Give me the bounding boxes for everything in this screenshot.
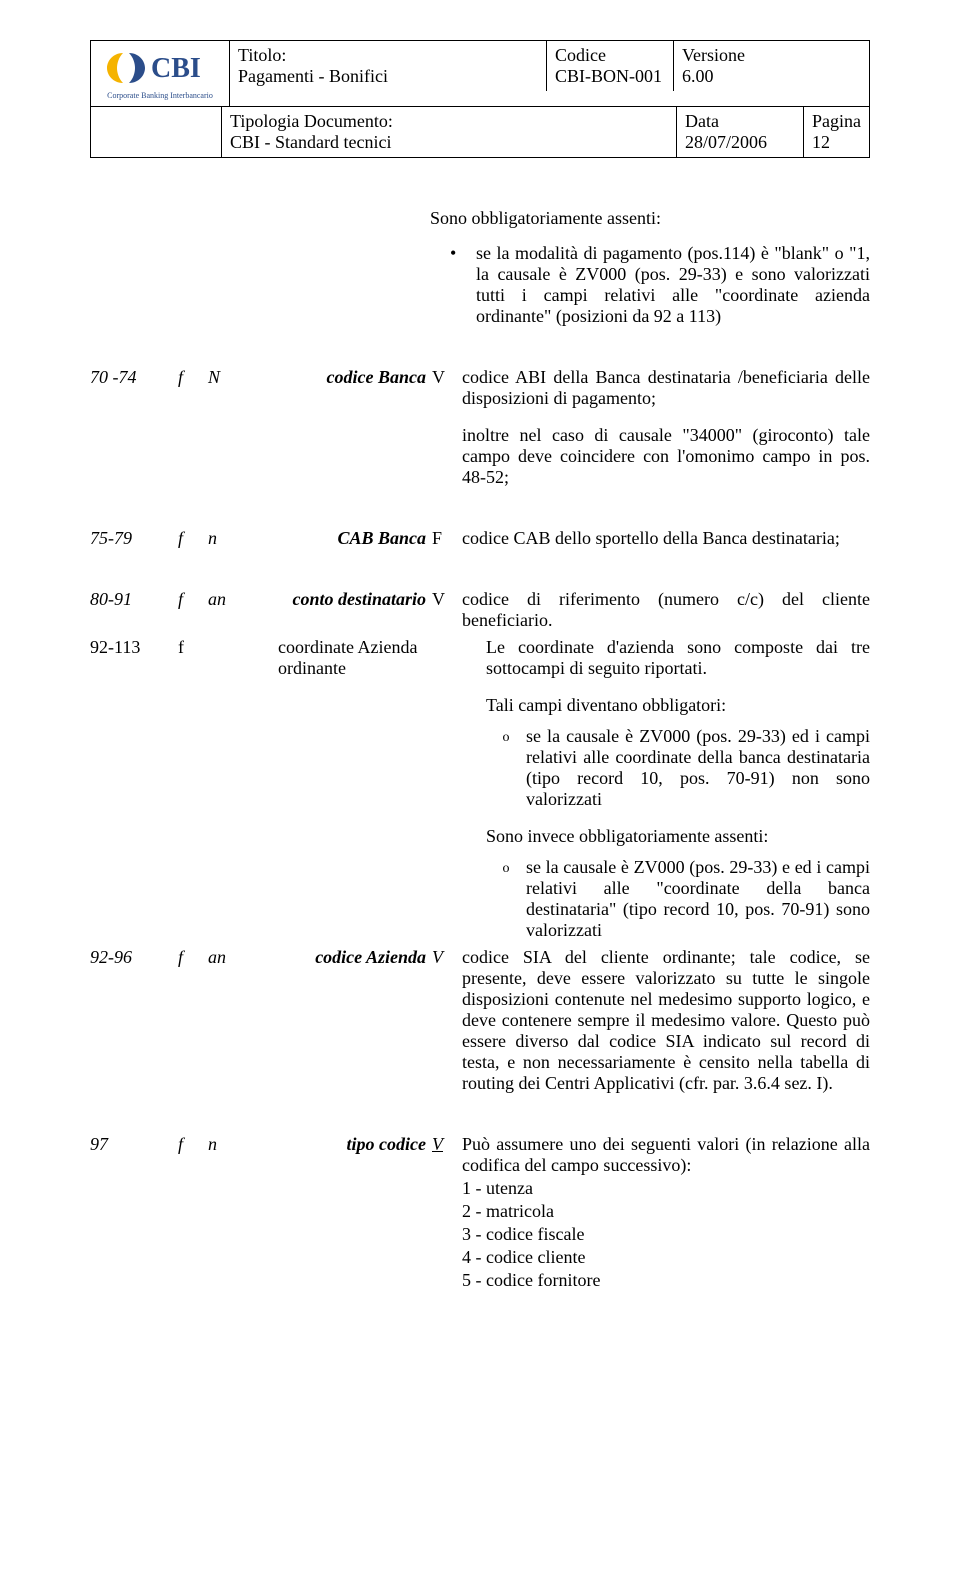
flag: F bbox=[432, 528, 462, 549]
type: an bbox=[208, 589, 254, 631]
codice-label: Codice bbox=[555, 45, 606, 65]
desc-p1: Le coordinate d'azienda sono composte da… bbox=[486, 637, 870, 679]
flag: V bbox=[432, 367, 462, 488]
circle-bullet-icon: o bbox=[486, 857, 526, 941]
circle-bullet-icon: o bbox=[486, 726, 526, 810]
sub-bullet: o se la causale è ZV000 (pos. 29-33) ed … bbox=[486, 726, 870, 810]
field-row: 75-79 f n CAB Banca F codice CAB dello s… bbox=[90, 528, 870, 549]
field-row: 97 f n tipo codice V Può assumere uno de… bbox=[90, 1134, 870, 1291]
intro-bullet: • se la modalità di pagamento (pos.114) … bbox=[450, 243, 870, 327]
type: an bbox=[208, 947, 254, 1094]
field-name: codice Banca bbox=[254, 367, 432, 488]
desc-p1: codice ABI della Banca destinataria /ben… bbox=[462, 367, 870, 409]
field-row: 70 -74 f N codice Banca V codice ABI del… bbox=[90, 367, 870, 488]
pos: 75-79 bbox=[90, 528, 178, 549]
flag bbox=[456, 637, 486, 941]
flag-f: f bbox=[178, 637, 208, 941]
field-desc: codice SIA del cliente ordinante; tale c… bbox=[462, 947, 870, 1094]
desc-lead: Può assumere uno dei seguenti valori (in… bbox=[462, 1134, 870, 1176]
desc-p2: Tali campi diventano obbligatori: bbox=[486, 695, 870, 716]
versione-value: 6.00 bbox=[682, 66, 714, 86]
list-item: 2 - matricola bbox=[462, 1201, 870, 1222]
doc-header-top: CBI Corporate Banking Interbancario Tito… bbox=[90, 40, 870, 106]
titolo-label: Titolo: bbox=[238, 45, 286, 65]
header-version: Versione 6.00 bbox=[674, 41, 869, 91]
desc-p3: Sono invece obbligatoriamente assenti: bbox=[486, 826, 870, 847]
field-name: coordinate Azienda ordinante bbox=[254, 637, 456, 941]
field-desc: codice di riferimento (numero c/c) del c… bbox=[462, 589, 870, 631]
list-item: 3 - codice fiscale bbox=[462, 1224, 870, 1245]
flag: V bbox=[432, 1134, 462, 1291]
field-name: tipo codice bbox=[254, 1134, 432, 1291]
flag-f: f bbox=[178, 1134, 208, 1291]
codice-value: CBI-BON-001 bbox=[555, 66, 662, 86]
sub-bullet: o se la causale è ZV000 (pos. 29-33) e e… bbox=[486, 857, 870, 941]
field-desc: codice ABI della Banca destinataria /ben… bbox=[462, 367, 870, 488]
sub-bullet-text: se la causale è ZV000 (pos. 29-33) e ed … bbox=[526, 857, 870, 941]
pos: 70 -74 bbox=[90, 367, 178, 488]
flag: V bbox=[432, 589, 462, 631]
pos: 92-113 bbox=[90, 637, 178, 941]
tipologia-label: Tipologia Documento: bbox=[230, 111, 393, 131]
flag: V bbox=[432, 947, 462, 1094]
type: N bbox=[208, 367, 254, 488]
svg-text:CBI: CBI bbox=[151, 53, 201, 84]
field-name: conto destinatario bbox=[254, 589, 432, 631]
flag-f: f bbox=[178, 589, 208, 631]
tipologia-value: CBI - Standard tecnici bbox=[230, 132, 391, 152]
pos: 97 bbox=[90, 1134, 178, 1291]
pagina-label: Pagina bbox=[812, 111, 861, 131]
pagina-value: 12 bbox=[812, 132, 830, 152]
intro-bullet-text: se la modalità di pagamento (pos.114) è … bbox=[476, 243, 870, 327]
list-item: 1 - utenza bbox=[462, 1178, 870, 1199]
header-pagina: Pagina 12 bbox=[804, 107, 869, 157]
desc-p2: inoltre nel caso di causale "34000" (gir… bbox=[462, 425, 870, 488]
list-item: 5 - codice fornitore bbox=[462, 1270, 870, 1291]
header-data: Data 28/07/2006 bbox=[677, 107, 804, 157]
header-title: Titolo: Pagamenti - Bonifici bbox=[230, 41, 547, 91]
document-page: CBI Corporate Banking Interbancario Tito… bbox=[0, 0, 960, 1351]
flag-f: f bbox=[178, 528, 208, 549]
logo-cell: CBI Corporate Banking Interbancario bbox=[91, 41, 230, 106]
pos: 92-96 bbox=[90, 947, 178, 1094]
list-item: 4 - codice cliente bbox=[462, 1247, 870, 1268]
type bbox=[208, 637, 254, 941]
flag-f: f bbox=[178, 367, 208, 488]
field-desc: Può assumere uno dei seguenti valori (in… bbox=[462, 1134, 870, 1291]
titolo-value: Pagamenti - Bonifici bbox=[238, 66, 388, 86]
type: n bbox=[208, 1134, 254, 1291]
cbi-logo-icon: CBI bbox=[105, 47, 215, 89]
doc-header-bottom: Tipologia Documento: CBI - Standard tecn… bbox=[90, 106, 870, 158]
field-desc: Le coordinate d'azienda sono composte da… bbox=[486, 637, 870, 941]
type: n bbox=[208, 528, 254, 549]
header-tipologia: Tipologia Documento: CBI - Standard tecn… bbox=[221, 107, 677, 157]
intro-section: Sono obbligatoriamente assenti: • se la … bbox=[90, 208, 870, 327]
data-value: 28/07/2006 bbox=[685, 132, 767, 152]
intro-lead: Sono obbligatoriamente assenti: bbox=[430, 208, 870, 229]
header-code: Codice CBI-BON-001 bbox=[547, 41, 674, 91]
field-row: 80-91 f an conto destinatario V codice d… bbox=[90, 589, 870, 631]
field-row: 92-96 f an codice Azienda V codice SIA d… bbox=[90, 947, 870, 1094]
logo-subtitle: Corporate Banking Interbancario bbox=[107, 91, 213, 100]
field-desc: codice CAB dello sportello della Banca d… bbox=[462, 528, 870, 549]
field-row: 92-113 f coordinate Azienda ordinante Le… bbox=[90, 637, 870, 941]
versione-label: Versione bbox=[682, 45, 745, 65]
data-label: Data bbox=[685, 111, 719, 131]
flag-f: f bbox=[178, 947, 208, 1094]
field-name: CAB Banca bbox=[254, 528, 432, 549]
sub-bullet-text: se la causale è ZV000 (pos. 29-33) ed i … bbox=[526, 726, 870, 810]
bullet-icon: • bbox=[450, 243, 476, 327]
field-name: codice Azienda bbox=[254, 947, 432, 1094]
pos: 80-91 bbox=[90, 589, 178, 631]
